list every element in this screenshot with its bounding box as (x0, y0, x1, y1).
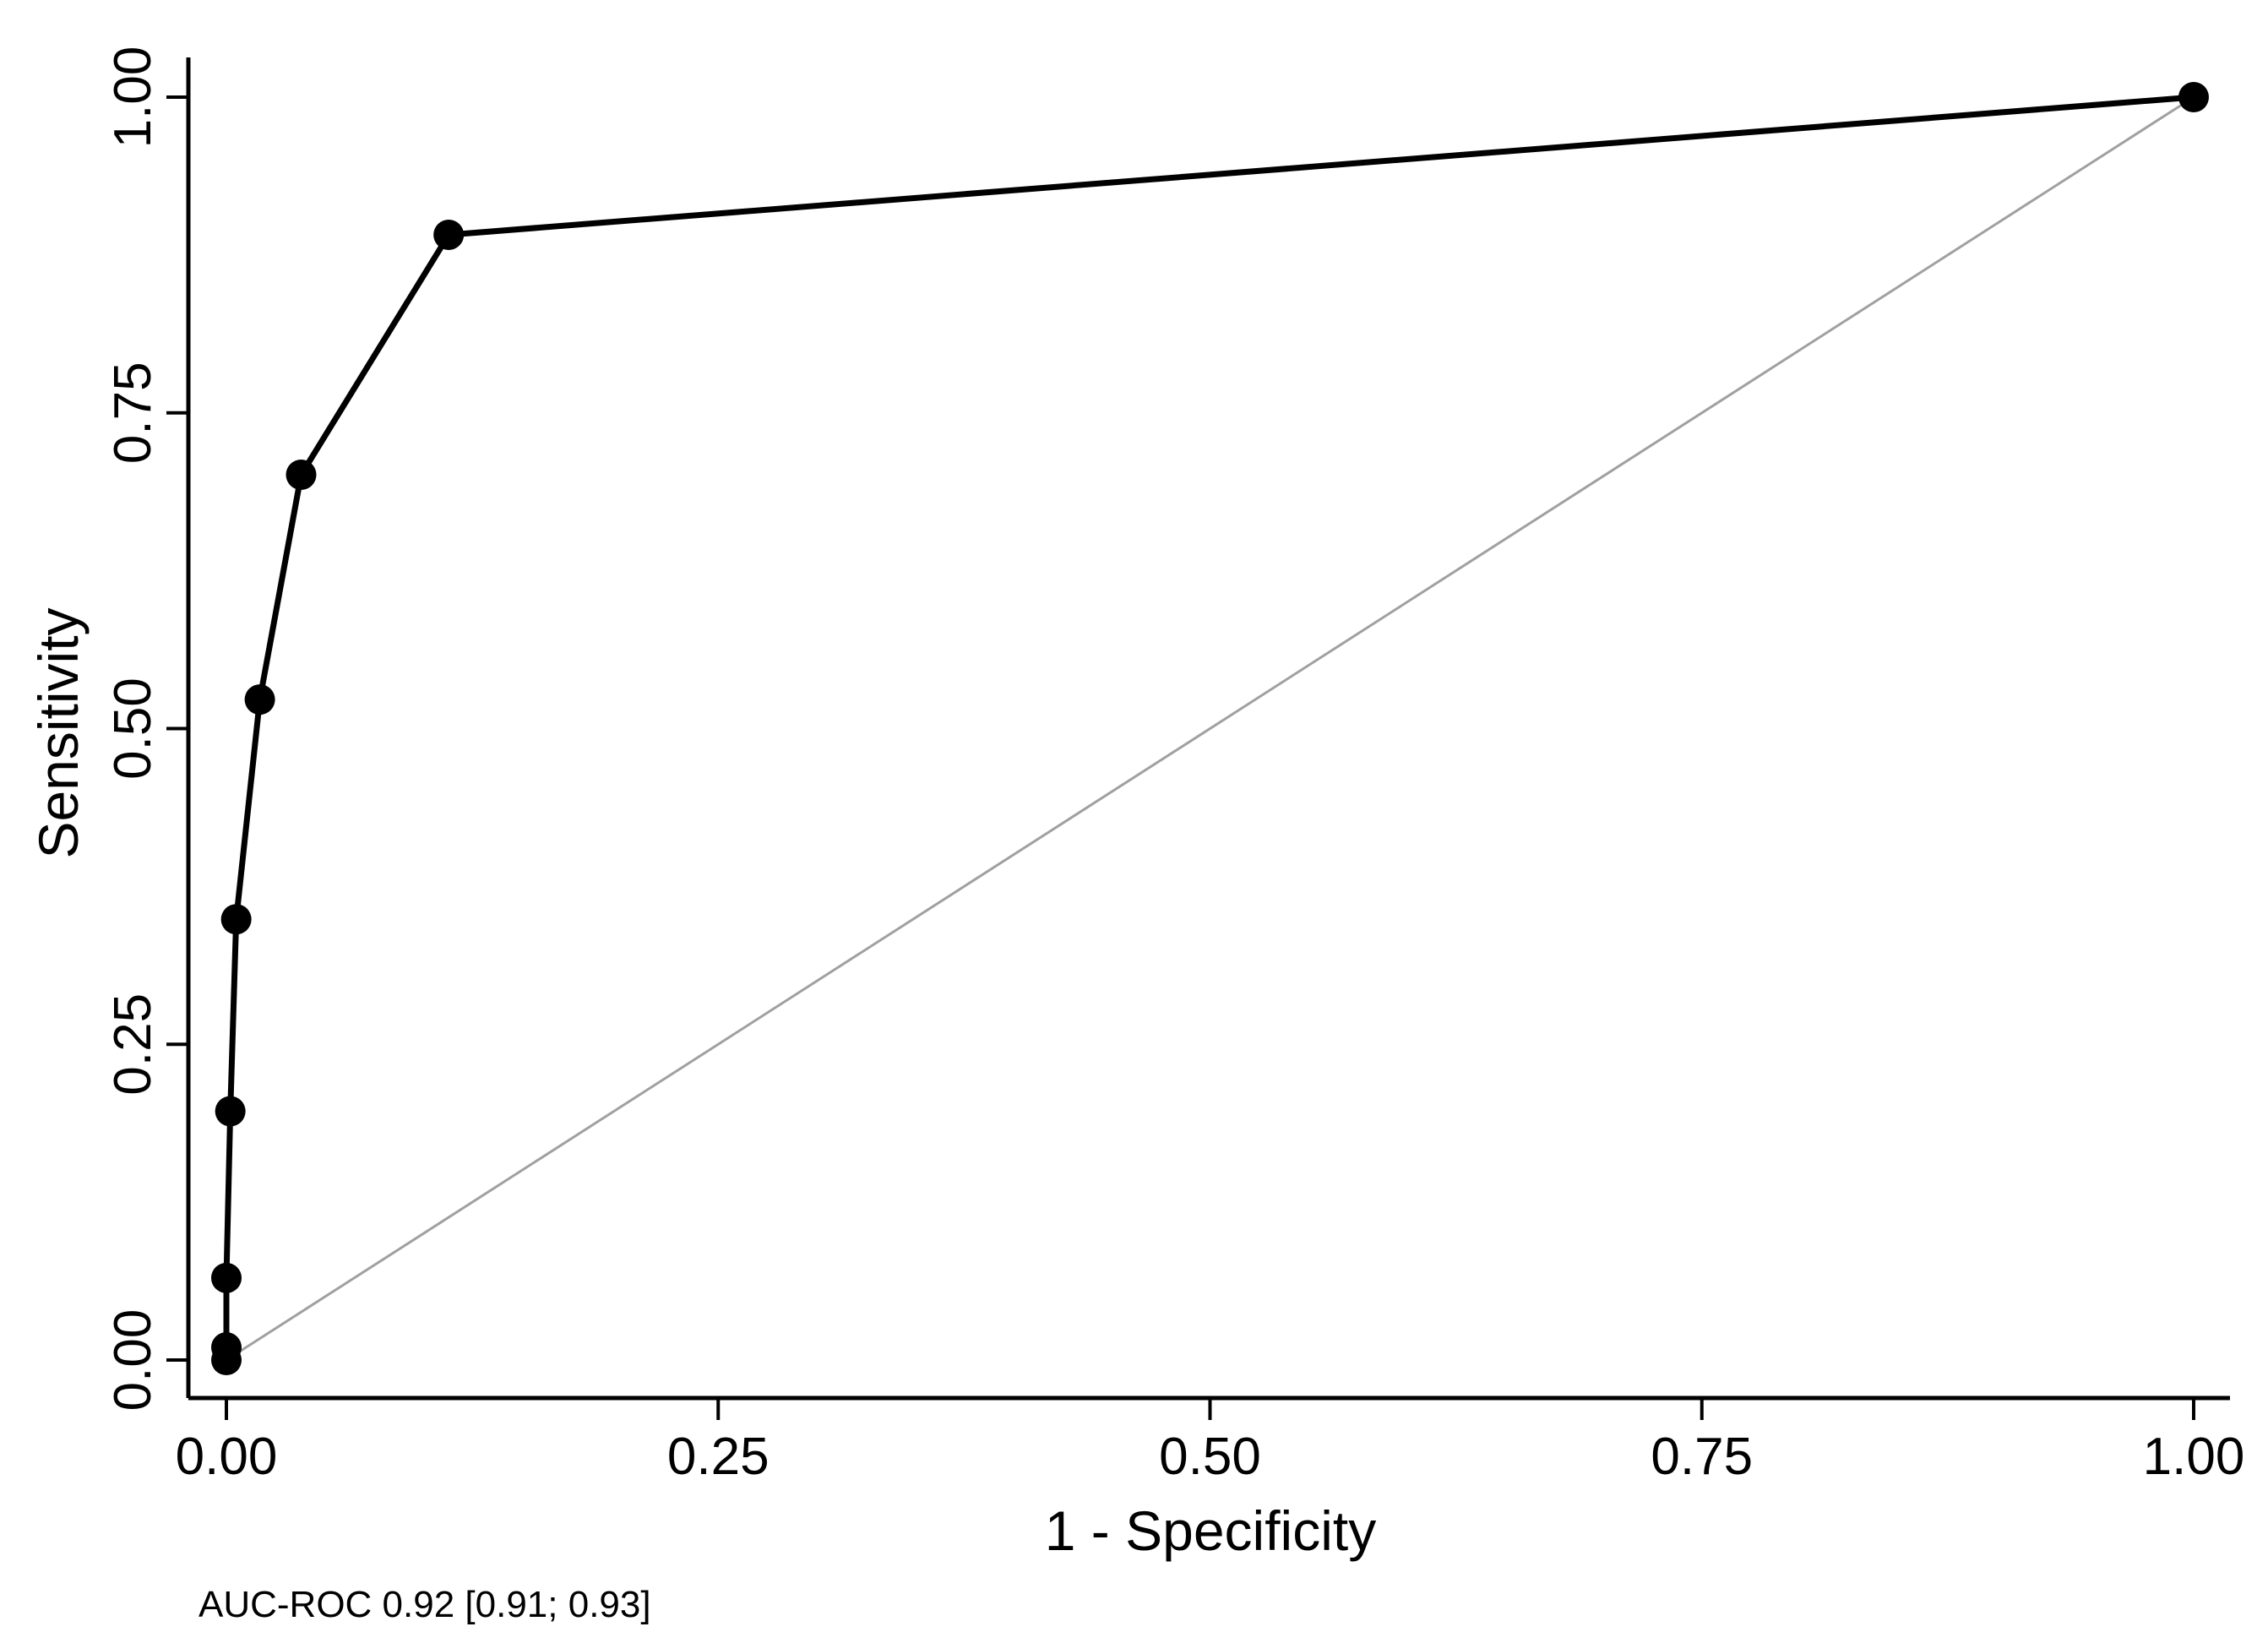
y-tick-label: 0.25 (104, 993, 162, 1096)
roc-point (215, 1096, 246, 1127)
axes-layer: 0.00 0.25 0.50 0.75 1.00 0.00 0.25 0.50 0.75 1.00 (104, 46, 2244, 1486)
y-tick-label: 0.50 (104, 677, 162, 780)
x-tick-label: 1.00 (2143, 1428, 2245, 1486)
x-tick-label: 0.75 (1651, 1428, 1753, 1486)
reference-line-layer (226, 95, 2195, 1362)
y-axis-title: Sensitivity (27, 607, 90, 858)
y-tick-label: 1.00 (104, 46, 162, 149)
roc-point (244, 684, 275, 715)
auc-annotation: AUC-ROC 0.92 [0.91; 0.93] (199, 1584, 651, 1625)
y-tick-label: 0.00 (104, 1309, 162, 1412)
x-tick-label: 0.50 (1159, 1428, 1261, 1486)
x-tick-label: 0.00 (176, 1428, 278, 1486)
x-axis-title: 1 - Specificity (1045, 1499, 1376, 1562)
roc-point (211, 1332, 242, 1363)
y-tick-label: 0.75 (104, 362, 162, 464)
series-layer (211, 82, 2209, 1375)
roc-point (433, 219, 465, 250)
roc-point (211, 1262, 242, 1293)
reference-diagonal-line (226, 95, 2195, 1362)
x-tick-label: 0.25 (667, 1428, 770, 1486)
roc-point (2178, 82, 2209, 112)
roc-point (286, 460, 317, 491)
roc-point (220, 904, 252, 935)
